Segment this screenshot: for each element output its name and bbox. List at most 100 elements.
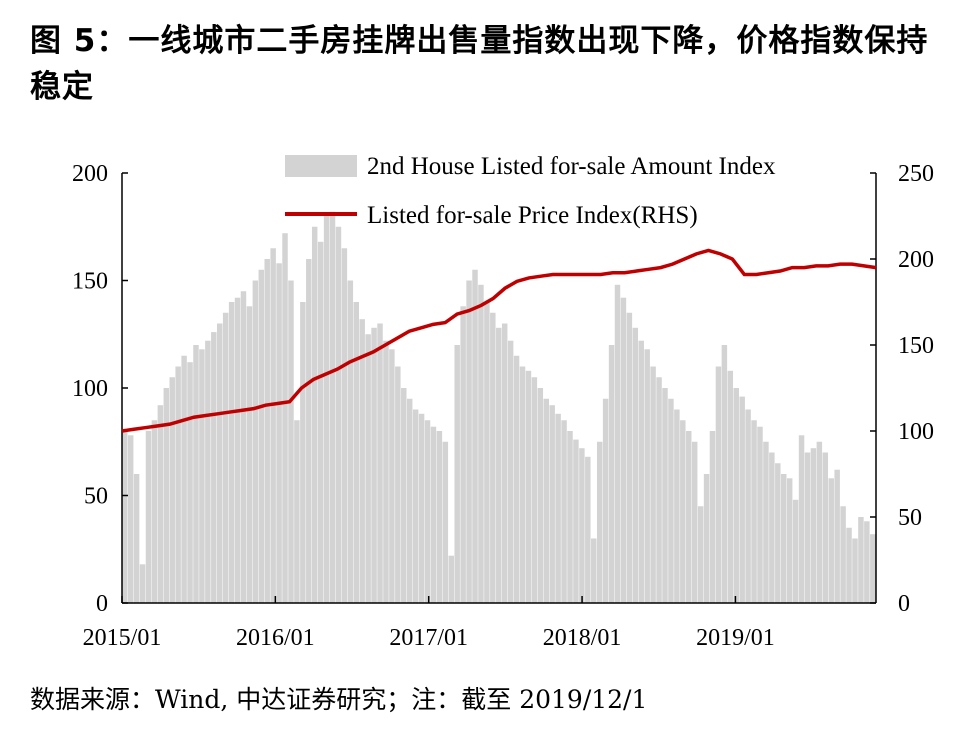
legend-label-price: Listed for-sale Price Index(RHS): [367, 202, 698, 229]
bar: [329, 211, 336, 603]
bar: [549, 405, 555, 603]
bar: [193, 345, 199, 603]
legend-label-amount: 2nd House Listed for-sale Amount Index: [367, 153, 776, 180]
bar: [745, 409, 751, 603]
bar: [870, 534, 876, 603]
bar: [246, 306, 253, 603]
bar: [412, 409, 419, 603]
bar: [781, 474, 787, 603]
bar: [181, 355, 187, 603]
bar: [816, 441, 823, 603]
bar: [733, 388, 739, 603]
bar: [347, 280, 354, 603]
legend: 2nd House Listed for-sale Amount Index L…: [285, 153, 776, 229]
bar: [846, 527, 852, 603]
bar: [591, 538, 597, 603]
left-tick-label: 200: [72, 161, 108, 187]
bar: [840, 506, 846, 603]
bar: [418, 413, 425, 603]
bar: [822, 452, 829, 603]
bar: [751, 420, 757, 603]
price-index-line: [121, 248, 877, 433]
bar: [264, 259, 270, 603]
bar: [775, 463, 781, 603]
bar: [211, 332, 217, 603]
bar: [240, 291, 247, 603]
bar: [258, 269, 265, 603]
bar: [656, 377, 662, 603]
bar: [614, 284, 621, 603]
bar: [424, 420, 431, 603]
bar: [288, 280, 294, 603]
bar: [175, 366, 181, 603]
bar: [300, 302, 306, 603]
bar: [804, 452, 811, 603]
right-tick-label: 150: [898, 333, 934, 359]
bar: [436, 431, 443, 603]
bar: [454, 345, 460, 603]
bar: [644, 349, 650, 603]
bar: [792, 499, 799, 603]
bar: [365, 334, 371, 603]
bar-series: [122, 211, 876, 604]
right-tick-label: 100: [898, 419, 934, 445]
bar: [709, 431, 716, 603]
bar: [543, 398, 549, 603]
bar: [721, 345, 728, 603]
bar: [567, 431, 573, 603]
bar: [133, 474, 140, 603]
bar: [335, 226, 342, 603]
bar: [222, 312, 229, 603]
bar: [662, 388, 668, 603]
bar: [430, 426, 437, 603]
chart-title: 图 5：一线城市二手房挂牌出售量指数出现下降，价格指数保持稳定: [30, 23, 929, 105]
bar: [632, 327, 639, 603]
left-tick-label: 50: [84, 484, 108, 510]
bar: [555, 413, 561, 603]
right-tick-label: 200: [898, 247, 934, 273]
bar: [323, 216, 330, 603]
bar: [151, 420, 158, 603]
bar: [715, 366, 722, 603]
bar: [680, 420, 686, 603]
bar: [507, 340, 514, 603]
bar: [786, 478, 793, 603]
bar: [585, 456, 591, 603]
bar: [757, 426, 763, 603]
bar: [448, 555, 454, 603]
left-tick-label: 100: [72, 376, 108, 402]
bar: [187, 362, 193, 603]
bar: [519, 366, 526, 603]
tick-labels: 0 50 100 150 200 0 50 100 150 200 250 2015/01 2016/0…: [72, 161, 934, 651]
bar: [561, 420, 567, 603]
bar: [401, 388, 407, 603]
bar: [353, 302, 359, 603]
bar: [703, 474, 710, 603]
bar: [234, 297, 241, 603]
bar: [691, 441, 698, 603]
bar: [484, 302, 490, 603]
bar: [216, 323, 223, 603]
bar: [537, 388, 544, 603]
bar: [127, 435, 134, 603]
bar: [406, 398, 413, 603]
bar: [478, 284, 484, 603]
bar: [501, 323, 508, 603]
bar: [371, 327, 377, 603]
bar: [834, 469, 840, 603]
bar: [697, 506, 704, 603]
bar: [122, 431, 128, 603]
bar: [395, 366, 401, 603]
bar: [169, 377, 175, 603]
bar: [739, 396, 745, 603]
bar: [389, 349, 395, 603]
bar: [769, 452, 775, 603]
x-tick-label: 2019/01: [696, 625, 775, 651]
bar: [252, 280, 259, 603]
bar: [270, 248, 276, 603]
bar: [472, 269, 478, 603]
bar: [282, 233, 288, 603]
right-tick-label: 250: [898, 161, 934, 187]
bar: [579, 448, 585, 603]
